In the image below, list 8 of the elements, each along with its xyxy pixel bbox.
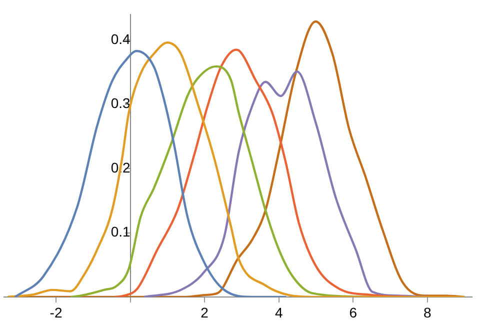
- y-tick-label: 0.4: [110, 30, 130, 47]
- y-tick-label: 0.1: [110, 224, 130, 240]
- x-tick-label: -2: [50, 304, 62, 320]
- x-tick-label: 2: [200, 304, 209, 320]
- x-tick-label: 4: [274, 304, 283, 320]
- x-tick-label: 8: [424, 304, 432, 320]
- y-tick-label: 0.3: [110, 95, 130, 112]
- x-tick-label: 6: [349, 304, 358, 320]
